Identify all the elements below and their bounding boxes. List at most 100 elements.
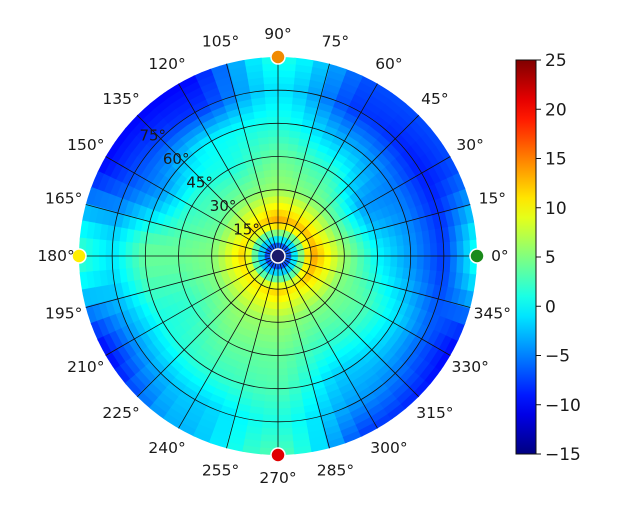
heatmap-cell [146, 196, 159, 212]
heatmap-cell [268, 261, 275, 268]
heatmap-cell [127, 307, 141, 325]
heatmap-cell [418, 341, 435, 361]
heatmap-cell [121, 184, 135, 203]
heatmap-cell [137, 243, 146, 257]
heatmap-cell [170, 93, 190, 110]
heatmap-cell [241, 269, 250, 277]
heatmap-cell [135, 205, 148, 221]
heatmap-cell [131, 242, 140, 257]
heatmap-cell [263, 95, 279, 105]
heatmap-cell [191, 240, 200, 250]
heatmap-cell [217, 353, 231, 366]
heatmap-cell [271, 282, 276, 290]
heatmap-cell [124, 357, 142, 377]
heatmap-cell [357, 255, 366, 265]
heatmap-cell [282, 189, 291, 198]
heatmap-cell [336, 376, 353, 390]
heatmap-cell [154, 372, 173, 390]
heatmap-cell [277, 228, 281, 237]
heatmap-cell [376, 387, 395, 404]
heatmap-cell [432, 330, 448, 351]
heatmap-cell [139, 128, 157, 146]
angle-tick-label: 0° [491, 247, 509, 265]
heatmap-cell [384, 335, 399, 351]
heatmap-cell [269, 341, 279, 350]
heatmap-cell [222, 399, 240, 411]
heatmap-cell [291, 257, 299, 260]
heatmap-cell [399, 346, 416, 364]
heatmap-cell [269, 267, 274, 276]
heatmap-cell [264, 109, 279, 118]
heatmap-cell [284, 253, 293, 256]
heatmap-cell [403, 123, 422, 142]
heatmap-cell [277, 76, 295, 85]
heatmap-cell [286, 223, 293, 233]
heatmap-cell [456, 238, 465, 257]
heatmap-cell [270, 268, 275, 277]
heatmap-cell [415, 171, 430, 190]
heatmap-cell [277, 162, 287, 171]
heatmap-cell [151, 339, 167, 356]
heatmap-cell [277, 388, 291, 397]
heatmap-cell [159, 367, 177, 385]
heatmap-cell [363, 396, 383, 413]
heatmap-cell [192, 269, 202, 279]
heatmap-cell [164, 245, 173, 257]
heatmap-cell [192, 67, 214, 83]
heatmap-cell [275, 241, 278, 250]
heatmap-cell [271, 188, 279, 197]
heatmap-cell [386, 308, 400, 324]
heatmap-cell [164, 264, 174, 277]
heatmap-cell [283, 274, 288, 283]
heatmap-cell [257, 219, 265, 228]
heatmap-cell [159, 146, 176, 163]
heatmap-cell [212, 387, 229, 401]
heatmap-cell [97, 301, 111, 321]
heatmap-cell [424, 365, 443, 386]
heatmap-cell [379, 331, 394, 347]
heatmap-cell [277, 335, 287, 344]
heatmap-cell [277, 427, 295, 436]
heatmap-cell [283, 237, 289, 245]
heatmap-cell [230, 247, 239, 253]
heatmap-cell [284, 169, 294, 178]
heatmap-cell [327, 140, 343, 153]
heatmap-cell [283, 259, 290, 266]
heatmap-cell [277, 109, 292, 118]
heatmap-cell [329, 393, 347, 407]
heatmap-cell [220, 347, 234, 360]
heatmap-cell [364, 372, 382, 388]
heatmap-cell [266, 246, 273, 253]
heatmap-cell [307, 422, 326, 434]
heatmap-cell [277, 302, 283, 310]
angular-grid-line [277, 115, 419, 257]
heatmap-cell [227, 386, 243, 399]
heatmap-cell [263, 223, 270, 233]
heatmap-cell [134, 123, 153, 142]
angle-tick-label: 300° [370, 439, 407, 457]
colorbar-tick-label: 15 [545, 150, 567, 170]
heatmap-cell [84, 238, 94, 258]
angle-tick-label: 210° [67, 358, 104, 376]
heatmap-cell [265, 314, 274, 323]
heatmap-cell [150, 117, 168, 135]
heatmap-cell [398, 314, 412, 331]
heatmap-cell [281, 268, 286, 277]
heatmap-cell [223, 136, 238, 149]
heatmap-cell [443, 239, 452, 257]
radial-tick-label: 30° [210, 197, 237, 215]
heatmap-cell [286, 273, 292, 281]
heatmap-cell [171, 207, 183, 221]
heatmap-cell [371, 340, 386, 356]
heatmap-cell [394, 152, 410, 170]
heatmap-cell [283, 321, 292, 330]
heatmap-cell [116, 296, 129, 314]
heatmap-cell [190, 255, 199, 265]
heatmap-cell [252, 262, 261, 268]
heatmap-cell [277, 195, 284, 204]
heatmap-cell [344, 104, 363, 119]
heatmap-cell [224, 392, 241, 405]
heatmap-cell [256, 366, 269, 376]
heatmap-cell [177, 263, 187, 274]
angle-tick-label: 195° [45, 304, 82, 322]
